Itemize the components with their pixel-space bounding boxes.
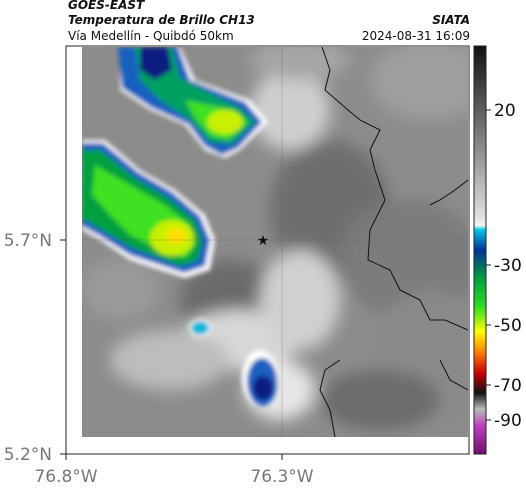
lon-tick-label: 76.8°W [34,467,97,487]
lat-tick-label: 5.2°N [4,445,52,465]
lon-tick-label: 76.3°W [250,467,313,487]
product-title: Temperatura de Brillo CH13 [68,13,255,27]
lat-tick-label: 5.7°N [4,231,52,251]
border-line [429,179,468,206]
border-line [321,47,468,331]
border-line [319,359,341,437]
colorbar-label: -70 [494,376,522,396]
star-icon: ★ [257,233,270,249]
cold-cloud-lower [82,140,215,278]
small-cloud-cells [189,319,278,406]
route-subtitle: Vía Medellín - Quibdó 50km [68,29,234,43]
timestamp-label: 2024-08-31 16:09 [361,29,470,43]
organization-label: SIATA [432,13,470,27]
border-line [439,359,468,391]
cold-cloud-upper [118,47,268,158]
colorbar-label: -90 [494,411,522,431]
colorbar [473,45,487,455]
satellite-image [82,47,468,437]
colorbar-label: -30 [494,256,522,276]
colorbar-label: 20 [494,101,516,121]
satellite-title: GOES-EAST [68,0,145,12]
colorbar-label: -50 [494,316,522,336]
